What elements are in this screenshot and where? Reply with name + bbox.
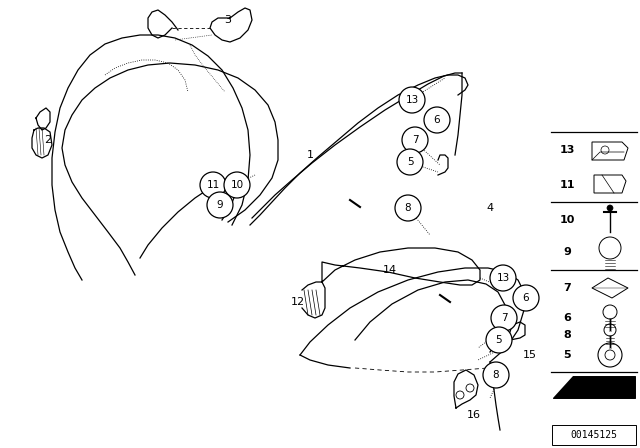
Text: 16: 16: [467, 410, 481, 420]
Text: 7: 7: [500, 313, 508, 323]
Text: 00145125: 00145125: [570, 430, 618, 440]
Polygon shape: [553, 376, 573, 398]
Text: 11: 11: [559, 180, 575, 190]
Text: 6: 6: [523, 293, 529, 303]
Text: 15: 15: [523, 350, 537, 360]
Text: 13: 13: [497, 273, 509, 283]
Circle shape: [200, 172, 226, 198]
Circle shape: [607, 205, 613, 211]
Text: 13: 13: [405, 95, 419, 105]
Text: 9: 9: [563, 247, 571, 257]
Text: 9: 9: [217, 200, 223, 210]
Text: 5: 5: [406, 157, 413, 167]
Circle shape: [402, 127, 428, 153]
Text: 8: 8: [404, 203, 412, 213]
Text: 8: 8: [563, 330, 571, 340]
Circle shape: [399, 87, 425, 113]
Text: 2: 2: [44, 135, 52, 145]
Circle shape: [397, 149, 423, 175]
Polygon shape: [553, 376, 635, 398]
Text: 12: 12: [291, 297, 305, 307]
Text: 10: 10: [559, 215, 575, 225]
Text: 3: 3: [225, 15, 232, 25]
Text: 7: 7: [412, 135, 419, 145]
Text: 7: 7: [563, 283, 571, 293]
Text: 1: 1: [307, 150, 314, 160]
Circle shape: [491, 305, 517, 331]
Circle shape: [224, 172, 250, 198]
Circle shape: [483, 362, 509, 388]
Circle shape: [424, 107, 450, 133]
Text: 4: 4: [486, 203, 493, 213]
Text: 14: 14: [383, 265, 397, 275]
Circle shape: [395, 195, 421, 221]
Text: 5: 5: [496, 335, 502, 345]
Text: 8: 8: [493, 370, 499, 380]
Text: 11: 11: [206, 180, 220, 190]
Circle shape: [207, 192, 233, 218]
Text: 6: 6: [563, 313, 571, 323]
Circle shape: [513, 285, 539, 311]
Text: 10: 10: [230, 180, 244, 190]
Text: 5: 5: [563, 350, 571, 360]
Text: 6: 6: [434, 115, 440, 125]
Circle shape: [486, 327, 512, 353]
Circle shape: [490, 265, 516, 291]
Text: 13: 13: [559, 145, 575, 155]
